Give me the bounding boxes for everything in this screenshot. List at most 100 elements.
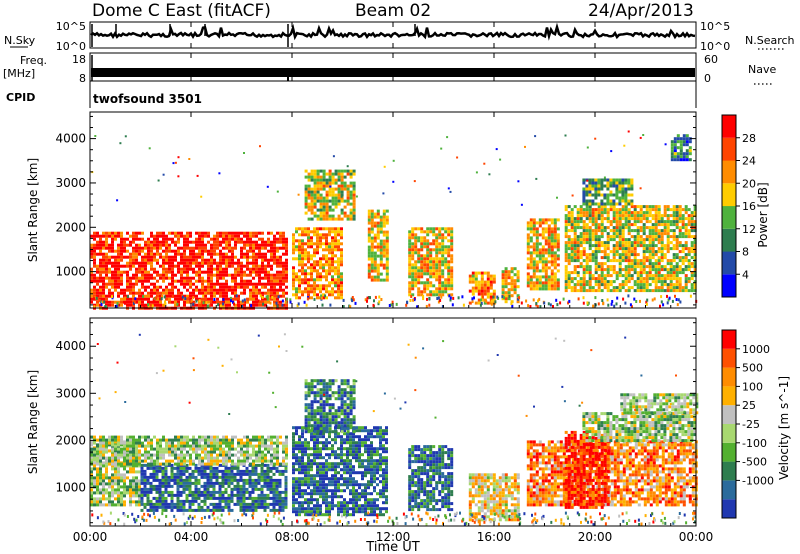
echo-cell [603,217,607,221]
echo-cell [273,300,276,304]
echo-cell [429,275,433,279]
echo-cell [316,242,319,246]
echo-cell [270,243,273,247]
echo-cell [636,271,640,275]
echo-cell [222,261,225,265]
echo-cell [242,478,246,482]
echo-cell [597,244,601,248]
echo-cell [373,269,377,273]
echo-cell [627,256,631,260]
echo-cell [221,493,225,497]
echo-cell [612,289,616,293]
echo-cell [504,300,508,304]
echo-cell [135,491,138,495]
echo-cell [492,292,496,296]
echo-cell [215,472,219,476]
echo-cell [252,252,255,256]
echo-cell [588,280,592,284]
echo-cell [630,223,634,227]
echo-cell [285,264,288,268]
echo-cell [138,503,141,507]
echo-cell [296,304,299,308]
echo-cell [417,239,421,243]
echo-cell [319,205,323,209]
echo-cell [292,284,295,288]
echo-cell [105,476,108,480]
echo-cell [209,475,213,479]
echo-cell [603,184,607,188]
echo-cell [567,217,571,221]
echo-cell [507,297,511,301]
echo-cell [162,273,165,277]
echo-cell [477,298,481,302]
echo-cell [672,238,676,242]
echo-cell [610,302,613,306]
echo-cell [373,224,377,228]
echo-cell [681,214,685,218]
echo-cell [678,268,682,272]
echo-cell [159,285,162,289]
echo-cell [154,296,157,300]
echo-cell [648,256,652,260]
echo-cell [334,187,338,191]
echo-cell [171,300,174,304]
echo-cell [343,214,347,218]
echo-cell [173,472,177,476]
echo-cell [159,300,162,304]
echo-cell [228,243,231,247]
echo-cell [385,248,389,252]
echo-cell [221,469,225,473]
echo-cell [198,246,201,250]
echo-cell [111,237,114,241]
echo-cell [579,205,583,209]
echo-cell [224,469,228,473]
echo-cell [267,282,270,286]
echo-cell [553,272,557,276]
echo-cell [370,251,374,255]
echo-cell [564,220,568,224]
echo-cell [138,497,141,501]
echo-cell [651,235,655,239]
echo-cell [165,246,168,250]
echo-cell [642,226,646,230]
echo-cell [585,211,589,215]
echo-cell [337,266,340,270]
echo-cell [218,463,222,467]
echo-cell [690,265,694,269]
echo-cell [682,143,686,147]
echo-cell [432,293,436,297]
echo-cell [282,231,285,235]
echo-cell [612,208,616,212]
echo-cell [627,289,631,293]
echo-cell [246,237,249,241]
echo-cell [171,273,174,277]
echo-cell [624,223,628,227]
echo-cell [162,288,165,292]
echo-cell [633,220,637,224]
echo-cell [157,179,160,182]
echo-cell [108,261,111,265]
echo-cell [337,248,340,252]
echo-cell [234,297,237,301]
echo-cell [579,232,583,236]
echo-cell [260,478,264,482]
echo-cell [435,287,439,291]
echo-cell [663,205,667,209]
echo-cell [177,288,180,292]
echo-cell [239,496,243,500]
echo-cell [252,240,255,244]
echo-cell [177,252,180,256]
echo-cell [123,467,126,471]
echo-cell [239,499,243,503]
echo-cell [591,286,595,290]
echo-cell [270,255,273,259]
echo-cell [679,140,683,144]
echo-cell [325,208,329,212]
echo-cell [298,257,301,261]
echo-cell [411,227,415,231]
echo-cell [162,237,165,241]
echo-cell [373,275,377,279]
echo-cell [135,276,138,280]
echo-cell [111,464,114,468]
echo-cell [129,279,132,283]
